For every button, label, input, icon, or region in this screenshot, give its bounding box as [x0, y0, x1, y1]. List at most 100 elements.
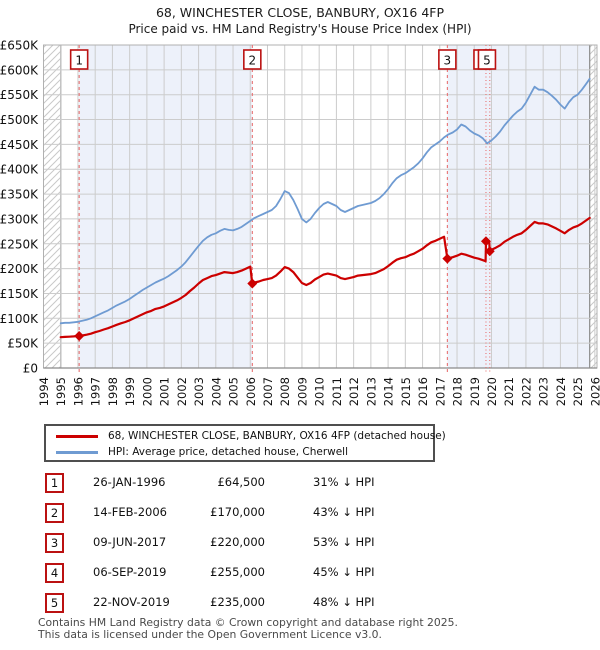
x-tick-label: 2021	[502, 377, 516, 406]
x-tick-label: 2003	[192, 377, 206, 406]
x-tick-label: 2023	[537, 377, 551, 406]
x-tick-label: 2004	[209, 377, 223, 406]
x-tick-label: 2025	[571, 377, 585, 406]
y-tick-label: £250K	[0, 237, 39, 251]
hpi-line	[59, 77, 591, 325]
x-tick-label: 1996	[71, 377, 85, 406]
sale-point-1	[74, 330, 85, 341]
y-tick-label: £300K	[0, 212, 39, 226]
price-line-swatch	[56, 434, 98, 438]
y-tick-label: £450K	[0, 138, 39, 152]
sale-marker-badge-5: 5	[477, 49, 497, 70]
sale-date: 22-NOV-2019	[93, 595, 170, 609]
sale-hpi-diff: 45% ↓ HPI	[313, 565, 375, 579]
y-tick-label: £50K	[7, 337, 39, 351]
y-tick-label: £350K	[0, 188, 39, 202]
x-tick-label: 2014	[382, 377, 396, 406]
sale-hpi-diff: 53% ↓ HPI	[313, 535, 375, 549]
y-tick-label: £650K	[0, 39, 39, 53]
x-tick-label: 2019	[468, 377, 482, 406]
x-tick-label: 2010	[313, 377, 327, 406]
sale-number-badge: 3	[45, 533, 64, 553]
y-tick-label: £150K	[0, 287, 39, 301]
table-row: 3 09-JUN-2017 £220,000 53% ↓ HPI	[0, 533, 600, 553]
sale-point-4	[480, 236, 491, 247]
x-tick-label: 2009	[295, 377, 309, 406]
y-tick-label: £0	[23, 362, 38, 376]
sale-date: 06-SEP-2019	[93, 565, 167, 579]
ownership-shade-region	[79, 45, 253, 368]
x-tick-label: 2018	[451, 377, 465, 406]
sale-price: £255,000	[210, 565, 265, 579]
legend-row-hpi: HPI: Average price, detached house, Cher…	[56, 444, 433, 460]
x-tick-label: 1994	[37, 377, 51, 406]
y-tick-label: £400K	[0, 163, 39, 177]
sale-price: £235,000	[210, 595, 265, 609]
svg-text:1: 1	[75, 54, 83, 68]
x-tick-label: 2011	[330, 377, 344, 406]
x-tick-label: 2005	[227, 377, 241, 406]
x-tick-label: 1997	[89, 377, 103, 406]
license-footer: Contains HM Land Registry data © Crown c…	[38, 617, 458, 640]
sale-hpi-diff: 43% ↓ HPI	[313, 505, 375, 519]
sale-hpi-diff: 31% ↓ HPI	[313, 475, 375, 489]
sale-marker-badge-2: 2	[243, 49, 262, 70]
table-row: 1 26-JAN-1996 £64,500 31% ↓ HPI	[0, 473, 600, 493]
sale-number-badge: 2	[45, 503, 64, 523]
svg-text:2: 2	[249, 54, 257, 68]
table-row: 5 22-NOV-2019 £235,000 48% ↓ HPI	[0, 593, 600, 613]
price-paid-line	[59, 216, 591, 339]
y-tick-label: £200K	[0, 262, 39, 276]
x-tick-label: 1995	[54, 377, 68, 406]
x-tick-label: 2016	[416, 377, 430, 406]
x-tick-label: 2006	[244, 377, 258, 406]
sale-date: 26-JAN-1996	[93, 475, 166, 489]
x-tick-label: 2000	[140, 377, 154, 406]
x-tick-label: 2007	[261, 377, 275, 406]
svg-text:5: 5	[483, 54, 491, 68]
legend-price-label: 68, WINCHESTER CLOSE, BANBURY, OX16 4FP …	[108, 430, 446, 442]
x-tick-label: 2020	[485, 377, 499, 406]
y-tick-label: £550K	[0, 88, 39, 102]
x-tick-label: 2013	[364, 377, 378, 406]
sale-point-5	[484, 246, 495, 257]
x-tick-label: 2026	[588, 377, 600, 406]
sale-price: £64,500	[217, 475, 265, 489]
license-line-1: Contains HM Land Registry data © Crown c…	[38, 616, 458, 629]
x-tick-label: 1998	[106, 377, 120, 406]
sale-point-3	[442, 253, 453, 264]
no-data-hatch-region	[589, 45, 597, 368]
license-line-2: This data is licensed under the Open Gov…	[38, 627, 382, 641]
page-title: 68, WINCHESTER CLOSE, BANBURY, OX16 4FP	[155, 5, 445, 20]
sale-date: 09-JUN-2017	[93, 535, 167, 549]
x-tick-label: 2015	[399, 377, 413, 406]
hpi-line-swatch	[56, 450, 98, 454]
sale-number-badge: 4	[45, 563, 64, 583]
x-tick-label: 2024	[554, 377, 568, 406]
legend-row-price: 68, WINCHESTER CLOSE, BANBURY, OX16 4FP …	[56, 428, 446, 444]
x-tick-label: 2008	[278, 377, 292, 406]
x-tick-label: 1999	[123, 377, 137, 406]
legend-hpi-label: HPI: Average price, detached house, Cher…	[108, 446, 349, 458]
sale-date: 14-FEB-2006	[93, 505, 167, 519]
no-data-hatch-region	[43, 45, 61, 368]
x-tick-label: 2002	[175, 377, 189, 406]
sale-number-badge: 1	[45, 473, 64, 493]
sale-price: £170,000	[210, 505, 265, 519]
sale-number-badge: 5	[45, 593, 64, 613]
sale-marker-badge-3: 3	[438, 49, 457, 70]
chart-legend: 68, WINCHESTER CLOSE, BANBURY, OX16 4FP …	[44, 424, 446, 462]
y-tick-label: £500K	[0, 113, 39, 127]
ownership-shade-region	[447, 45, 590, 368]
sale-hpi-diff: 48% ↓ HPI	[313, 595, 375, 609]
x-tick-label: 2012	[347, 377, 361, 406]
page-subtitle: Price paid vs. HM Land Registry's House …	[128, 22, 472, 36]
x-tick-label: 2022	[519, 377, 533, 406]
sale-point-2	[247, 278, 258, 289]
y-tick-label: £100K	[0, 312, 39, 326]
sale-marker-badge-1: 1	[69, 49, 89, 70]
x-tick-label: 2017	[433, 377, 447, 406]
table-row: 4 06-SEP-2019 £255,000 45% ↓ HPI	[0, 563, 600, 583]
